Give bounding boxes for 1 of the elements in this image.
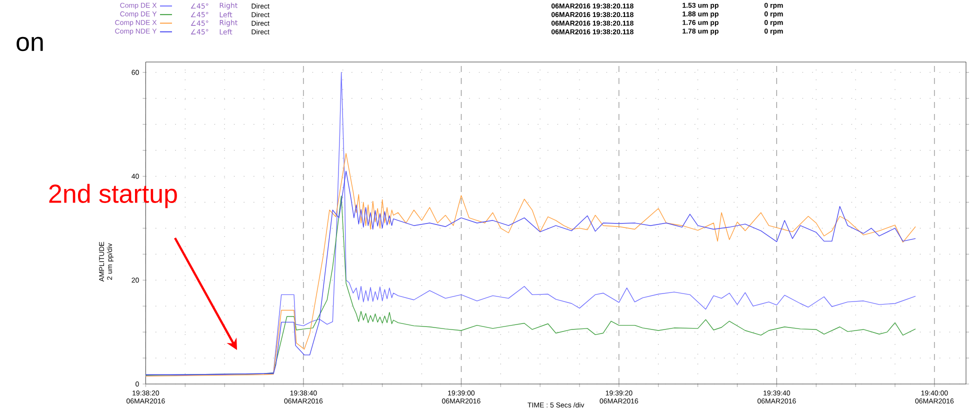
text: on — [16, 36, 43, 52]
